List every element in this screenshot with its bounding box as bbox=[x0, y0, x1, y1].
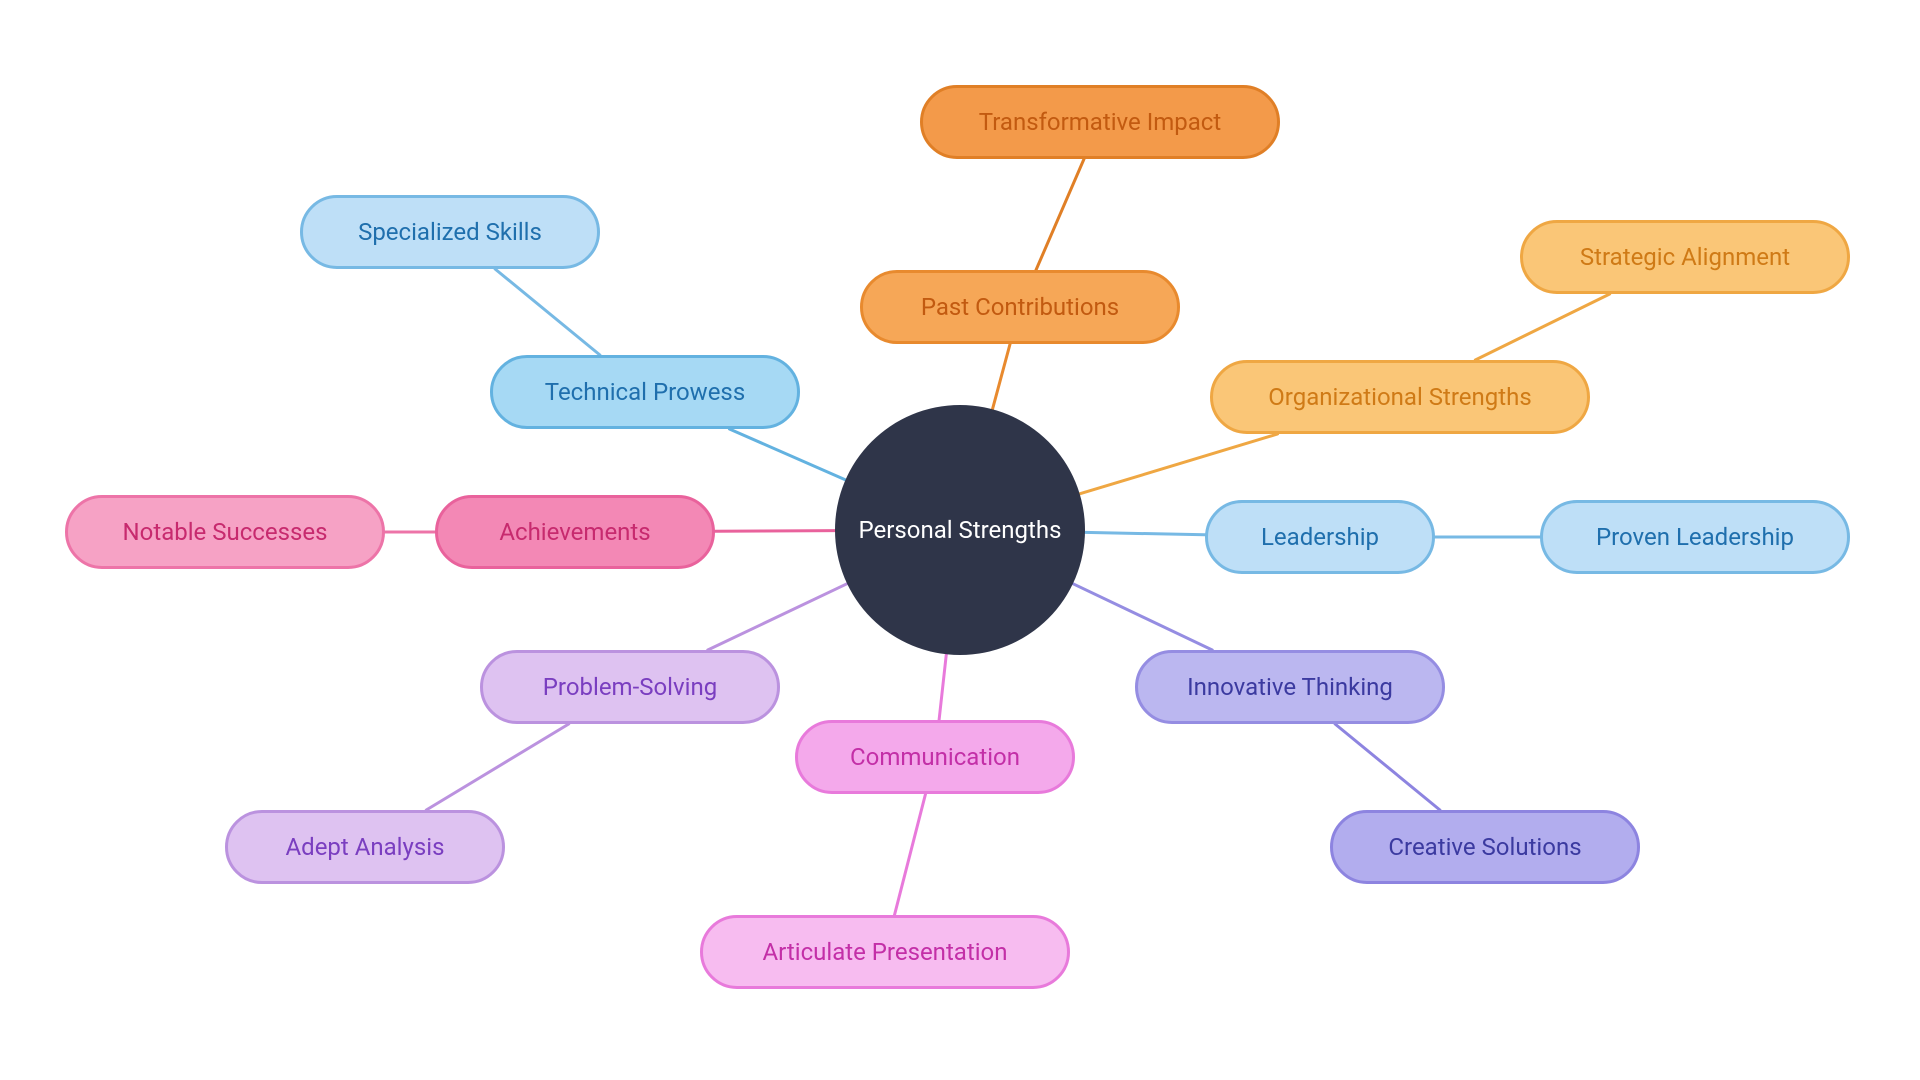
node-leadership: Leadership bbox=[1205, 500, 1435, 574]
node-label: Adept Analysis bbox=[286, 833, 445, 861]
node-label: Problem-Solving bbox=[543, 673, 717, 701]
edge bbox=[992, 344, 1010, 409]
node-label: Strategic Alignment bbox=[1580, 243, 1790, 271]
node-label: Articulate Presentation bbox=[763, 938, 1008, 966]
node-problem-solving: Problem-Solving bbox=[480, 650, 780, 724]
node-label: Transformative Impact bbox=[979, 108, 1221, 136]
edge bbox=[1335, 724, 1440, 810]
edge bbox=[1080, 434, 1278, 494]
node-technical-prowess: Technical Prowess bbox=[490, 355, 800, 429]
edge bbox=[426, 724, 568, 810]
edge bbox=[1073, 584, 1212, 650]
node-label: Communication bbox=[850, 743, 1020, 771]
node-strategic-alignment: Strategic Alignment bbox=[1520, 220, 1850, 294]
edge bbox=[708, 584, 847, 650]
node-label: Past Contributions bbox=[921, 293, 1119, 321]
node-organizational-strengths: Organizational Strengths bbox=[1210, 360, 1590, 434]
node-label: Leadership bbox=[1261, 523, 1379, 551]
node-label: Specialized Skills bbox=[358, 218, 542, 246]
node-innovative-thinking: Innovative Thinking bbox=[1135, 650, 1445, 724]
node-creative-solutions: Creative Solutions bbox=[1330, 810, 1640, 884]
mindmap-canvas: Personal Strengths Past Contributions Tra… bbox=[0, 0, 1920, 1080]
node-articulate-presentation: Articulate Presentation bbox=[700, 915, 1070, 989]
edge bbox=[1085, 532, 1205, 534]
node-label: Innovative Thinking bbox=[1187, 673, 1393, 701]
node-label: Technical Prowess bbox=[545, 378, 745, 406]
edge bbox=[715, 531, 835, 532]
node-label: Creative Solutions bbox=[1388, 833, 1581, 861]
edge bbox=[729, 429, 845, 480]
center-node: Personal Strengths bbox=[835, 405, 1085, 655]
node-achievements: Achievements bbox=[435, 495, 715, 569]
node-past-contributions: Past Contributions bbox=[860, 270, 1180, 344]
edge bbox=[939, 654, 946, 720]
edge bbox=[495, 269, 600, 355]
edge bbox=[1475, 294, 1609, 360]
edge bbox=[894, 794, 925, 915]
node-label: Organizational Strengths bbox=[1268, 383, 1531, 411]
node-label: Proven Leadership bbox=[1596, 523, 1794, 551]
node-adept-analysis: Adept Analysis bbox=[225, 810, 505, 884]
node-specialized-skills: Specialized Skills bbox=[300, 195, 600, 269]
node-label: Notable Successes bbox=[123, 518, 328, 546]
node-notable-successes: Notable Successes bbox=[65, 495, 385, 569]
node-transformative-impact: Transformative Impact bbox=[920, 85, 1280, 159]
edge bbox=[1036, 159, 1084, 270]
node-label: Achievements bbox=[499, 518, 650, 546]
node-proven-leadership: Proven Leadership bbox=[1540, 500, 1850, 574]
node-communication: Communication bbox=[795, 720, 1075, 794]
